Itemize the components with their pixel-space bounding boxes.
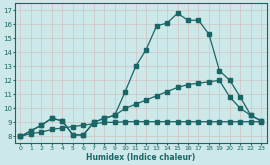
X-axis label: Humidex (Indice chaleur): Humidex (Indice chaleur) bbox=[86, 152, 195, 162]
